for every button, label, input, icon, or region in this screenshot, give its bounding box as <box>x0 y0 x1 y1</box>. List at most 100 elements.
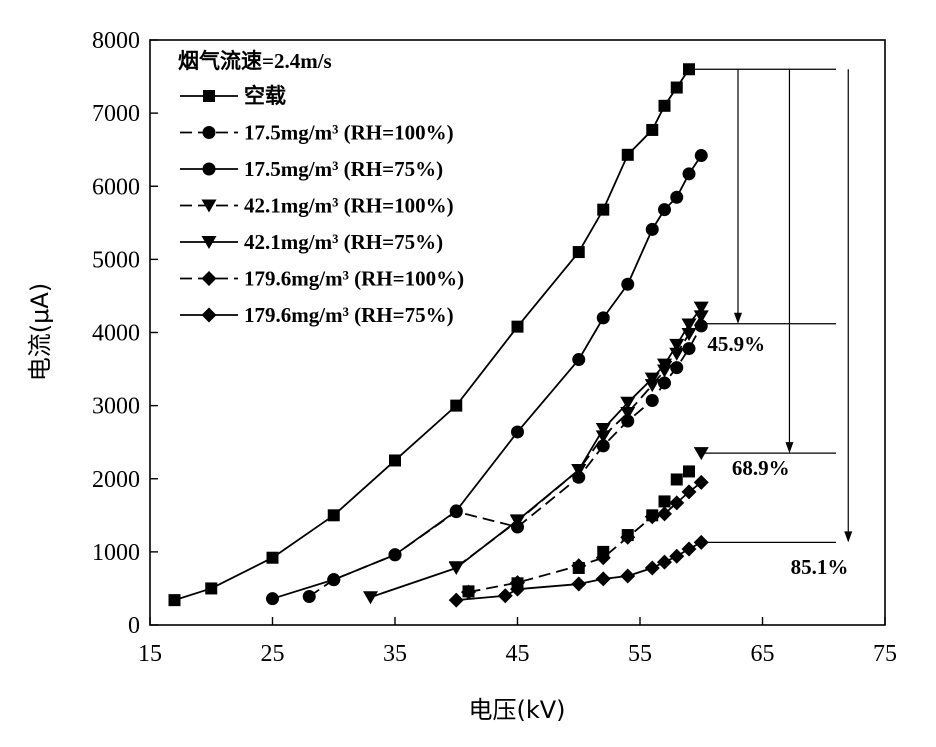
legend-marker <box>202 162 216 176</box>
data-point <box>168 594 181 607</box>
y-tick-label: 2000 <box>92 467 140 493</box>
data-point <box>645 222 659 236</box>
data-point <box>645 394 659 408</box>
x-axis-title: 电压(kV) <box>468 696 565 724</box>
data-point <box>596 439 610 453</box>
data-point <box>571 463 587 477</box>
data-point <box>682 167 696 181</box>
drop-arrow-head <box>734 312 742 324</box>
y-tick-label: 6000 <box>92 174 140 200</box>
data-point <box>658 376 671 390</box>
data-point <box>572 470 586 484</box>
legend-title: 烟气流速=2.4m/s <box>178 49 332 73</box>
legend-marker <box>203 90 215 102</box>
x-tick-label: 65 <box>751 641 775 667</box>
data-point <box>694 149 708 163</box>
data-point <box>302 589 316 603</box>
data-point <box>572 561 585 574</box>
data-point <box>669 495 685 511</box>
data-point <box>657 358 672 372</box>
series-line <box>370 307 702 599</box>
y-axis-title: 电流(μA) <box>26 283 54 381</box>
legend-label: 17.5mg/m³ (RH=100%) <box>244 121 454 145</box>
y-tick-label: 5000 <box>92 247 140 273</box>
legend-marker <box>201 271 217 286</box>
data-point <box>448 592 464 608</box>
data-point <box>683 465 695 478</box>
data-point <box>670 361 684 375</box>
data-point <box>571 576 587 592</box>
data-point <box>327 509 340 522</box>
data-point <box>597 203 610 216</box>
legend-label: 42.1mg/m³ (RH=75%) <box>244 230 443 254</box>
data-point <box>596 311 610 325</box>
data-point <box>646 123 659 136</box>
data-point <box>693 534 709 550</box>
legend-label: 空载 <box>244 84 286 108</box>
reduction-label: 45.9% <box>707 332 765 356</box>
data-point <box>450 399 463 412</box>
series-line <box>174 68 690 601</box>
data-point <box>658 495 671 508</box>
y-tick-label: 4000 <box>92 321 140 347</box>
data-point <box>683 63 695 76</box>
drop-arrow-head <box>844 531 853 543</box>
x-tick-label: 75 <box>873 641 897 667</box>
data-point <box>681 541 697 557</box>
data-point <box>657 506 672 522</box>
data-point <box>621 414 635 428</box>
data-point <box>266 551 279 564</box>
data-point <box>511 425 524 439</box>
data-point <box>693 301 709 315</box>
data-point <box>620 568 636 584</box>
data-point <box>693 474 709 490</box>
data-point <box>363 591 378 605</box>
x-axis-ticks: 15 25 35 45 55 65 75 <box>138 617 897 667</box>
data-point <box>693 447 709 461</box>
data-point <box>693 310 709 324</box>
legend-label: 17.5mg/m³ (RH=75%) <box>244 157 443 181</box>
y-tick-label: 0 <box>128 613 140 639</box>
series-markers <box>168 63 709 608</box>
data-point <box>462 585 475 598</box>
data-point <box>510 514 525 528</box>
series-line <box>308 325 703 598</box>
data-point <box>572 246 585 259</box>
x-tick-label: 25 <box>261 641 285 667</box>
legend-marker <box>201 307 217 323</box>
y-axis-ticks: 0 1000 2000 3000 4000 5000 6000 7000 8000 <box>92 28 158 639</box>
data-point <box>644 379 660 393</box>
drop-arrow-head <box>785 442 794 454</box>
data-point <box>389 454 401 467</box>
data-point <box>669 338 685 352</box>
data-point <box>595 571 611 587</box>
data-point <box>620 406 636 420</box>
reduction-label: 68.9% <box>732 456 790 480</box>
data-point <box>620 396 636 410</box>
series-line <box>468 481 702 593</box>
data-point <box>327 573 341 587</box>
legend-marker <box>202 126 216 139</box>
legend-marker <box>201 199 217 213</box>
y-tick-label: 1000 <box>92 540 140 566</box>
data-point <box>669 347 685 361</box>
data-point <box>572 353 586 367</box>
data-point <box>597 545 610 558</box>
x-tick-label: 45 <box>506 641 530 667</box>
data-point <box>644 372 660 386</box>
x-tick-label: 55 <box>628 641 652 667</box>
data-point <box>669 548 685 564</box>
data-point <box>448 561 464 575</box>
data-point <box>681 484 697 500</box>
data-point <box>681 318 697 332</box>
data-point <box>646 509 659 522</box>
data-point <box>670 81 683 94</box>
data-point <box>497 588 513 604</box>
data-point <box>388 548 402 562</box>
data-point <box>657 554 672 570</box>
data-point <box>681 327 697 341</box>
data-point <box>449 504 463 518</box>
data-point <box>670 190 684 204</box>
y-tick-label: 8000 <box>92 28 140 54</box>
